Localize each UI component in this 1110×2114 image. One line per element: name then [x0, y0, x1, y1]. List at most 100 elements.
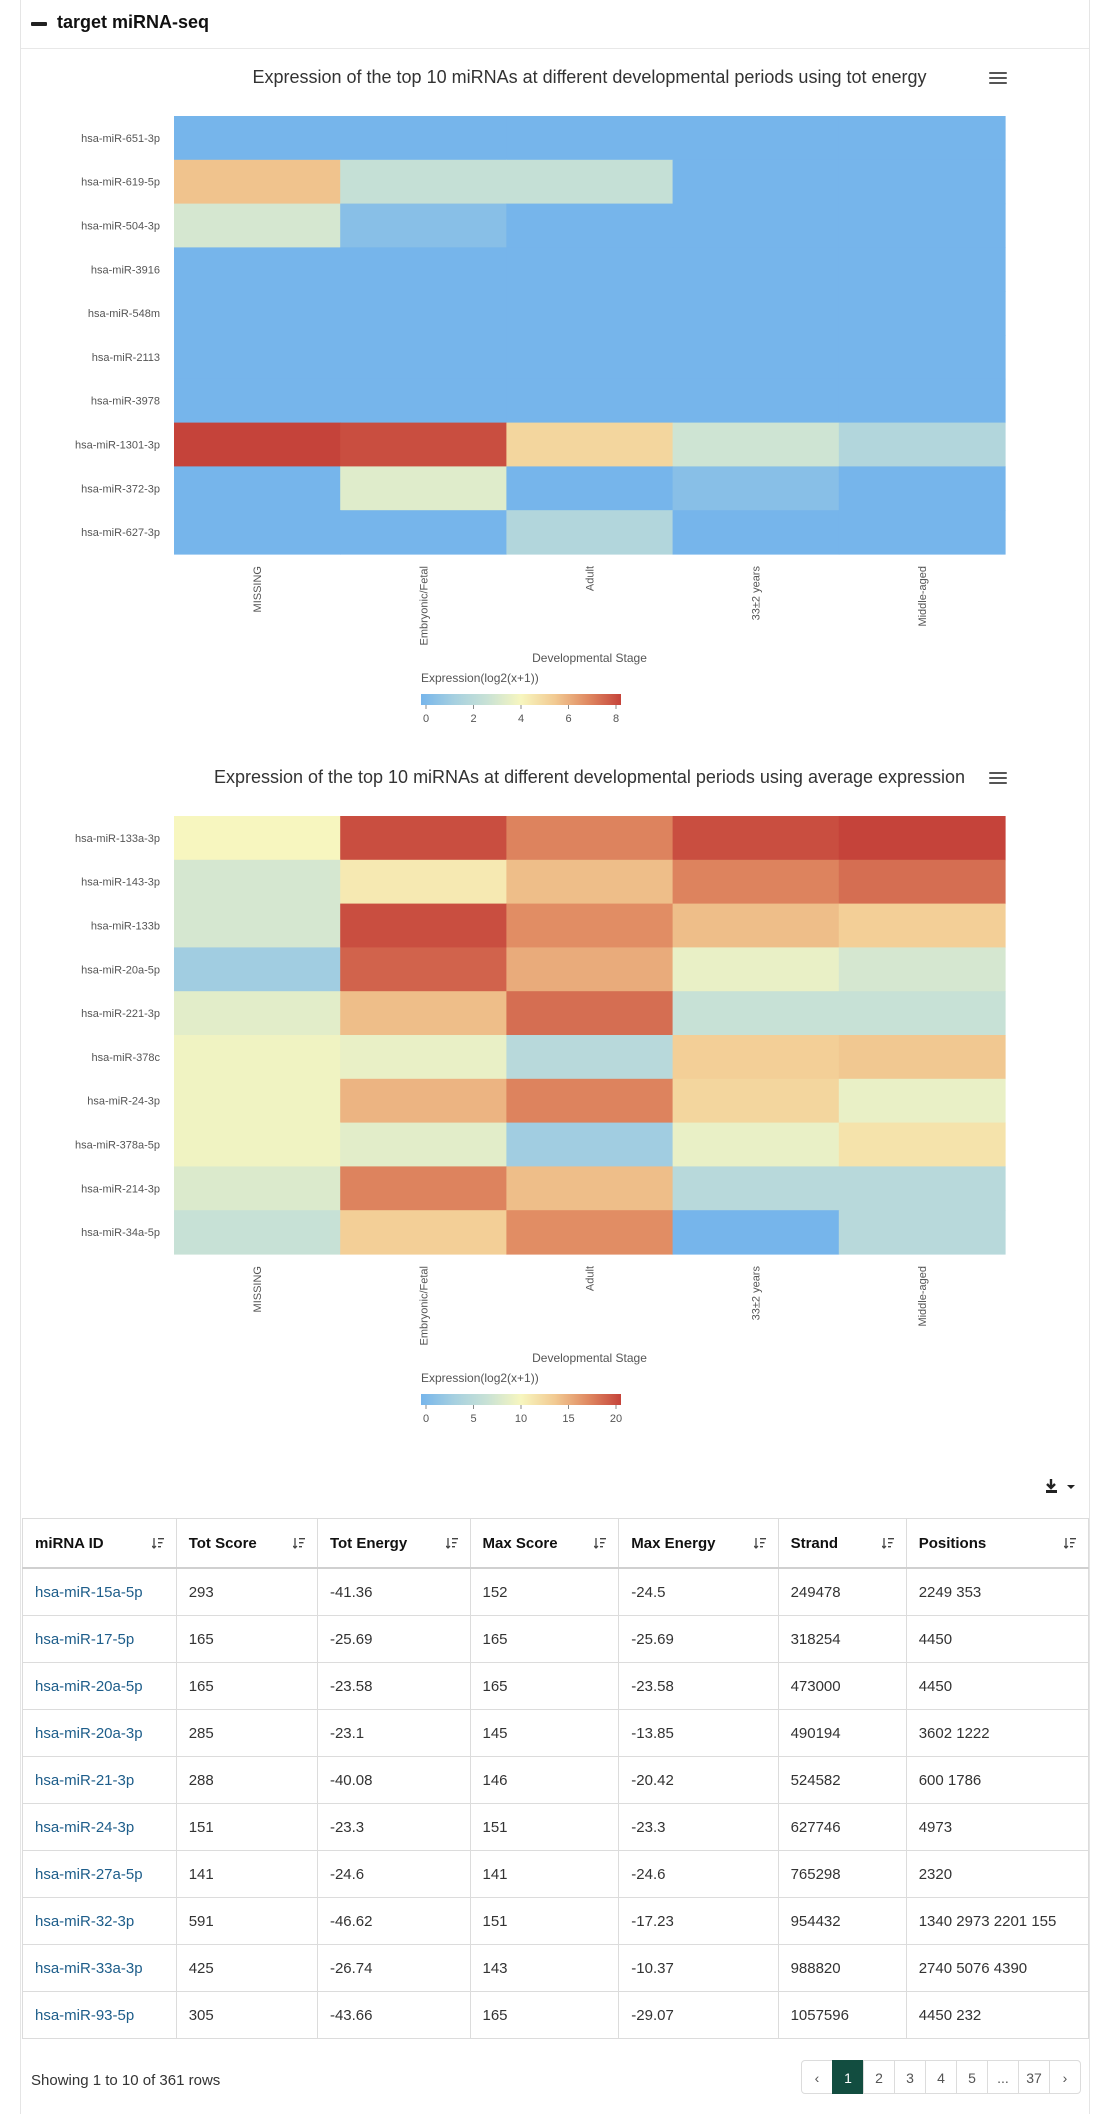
- next-page-button[interactable]: ›: [1049, 2060, 1081, 2094]
- table-row[interactable]: hsa-miR-20a-3p 285 -23.1 145 -13.85 490194 360…: [22, 1709, 1090, 1757]
- heatmap-cell[interactable]: [838, 1166, 1006, 1211]
- heatmap-cell[interactable]: [838, 859, 1006, 905]
- mirna-id-link[interactable]: hsa-miR-21-3p: [22, 1756, 177, 1804]
- heatmap-cell[interactable]: [838, 116, 1006, 161]
- heatmap-cell[interactable]: [838, 903, 1006, 948]
- table-row[interactable]: hsa-miR-27a-5p 141 -24.6 141 -24.6 765298 2320: [22, 1850, 1090, 1898]
- heatmap-cell[interactable]: [506, 247, 674, 292]
- sort-icon[interactable]: [594, 1537, 607, 1549]
- heatmap-cell[interactable]: [672, 1166, 840, 1211]
- collapse-minus-icon[interactable]: [31, 22, 47, 26]
- sort-icon[interactable]: [881, 1537, 894, 1549]
- table-row[interactable]: hsa-miR-20a-5p 165 -23.58 165 -23.58 473000 44…: [22, 1662, 1090, 1710]
- heatmap-cell[interactable]: [174, 422, 341, 467]
- page-button[interactable]: 37: [1018, 2060, 1050, 2094]
- mirna-id-link[interactable]: hsa-miR-33a-3p: [22, 1944, 177, 1992]
- heatmap-cell[interactable]: [506, 378, 674, 424]
- heatmap-cell[interactable]: [506, 335, 674, 380]
- heatmap-cell[interactable]: [340, 422, 507, 467]
- page-button[interactable]: 1: [832, 2060, 864, 2094]
- column-header[interactable]: Strand: [777, 1518, 907, 1569]
- page-button[interactable]: 5: [956, 2060, 988, 2094]
- heatmap-cell[interactable]: [340, 1166, 507, 1211]
- sort-icon[interactable]: [292, 1537, 305, 1549]
- heatmap-cell[interactable]: [340, 1078, 507, 1124]
- table-row[interactable]: hsa-miR-93-5p 305 -43.66 165 -29.07 1057596 44…: [22, 1991, 1090, 2039]
- heatmap-cell[interactable]: [838, 378, 1006, 424]
- heatmap-cell[interactable]: [340, 510, 507, 555]
- heatmap-cell[interactable]: [838, 1078, 1006, 1124]
- mirna-id-link[interactable]: hsa-miR-20a-3p: [22, 1709, 177, 1757]
- heatmap-cell[interactable]: [672, 335, 840, 380]
- heatmap-cell[interactable]: [506, 116, 674, 161]
- heatmap-cell[interactable]: [506, 1210, 674, 1255]
- heatmap-cell[interactable]: [838, 1035, 1006, 1080]
- heatmap-cell[interactable]: [340, 903, 507, 948]
- heatmap-cell[interactable]: [672, 1210, 840, 1255]
- legend-colorbar[interactable]: [421, 694, 621, 705]
- panel-header[interactable]: target miRNA-seq: [21, 0, 1089, 49]
- column-header[interactable]: Tot Energy: [316, 1518, 471, 1569]
- sort-icon[interactable]: [753, 1537, 766, 1549]
- heatmap-cell[interactable]: [174, 1122, 341, 1167]
- heatmap-cell[interactable]: [340, 1210, 507, 1255]
- heatmap-cell[interactable]: [838, 510, 1006, 555]
- heatmap-cell[interactable]: [174, 159, 341, 205]
- page-button[interactable]: 2: [863, 2060, 895, 2094]
- column-header[interactable]: miRNA ID: [22, 1518, 177, 1569]
- heatmap-cell[interactable]: [672, 510, 840, 555]
- mirna-id-link[interactable]: hsa-miR-15a-5p: [22, 1567, 177, 1616]
- heatmap-cell[interactable]: [340, 291, 507, 336]
- page-button[interactable]: 3: [894, 2060, 926, 2094]
- heatmap-cell[interactable]: [838, 335, 1006, 380]
- heatmap-cell[interactable]: [174, 116, 341, 161]
- heatmap-cell[interactable]: [838, 947, 1006, 992]
- table-row[interactable]: hsa-miR-17-5p 165 -25.69 165 -25.69 318254 445…: [22, 1615, 1090, 1663]
- page-button[interactable]: 4: [925, 2060, 957, 2094]
- heatmap-cell[interactable]: [672, 1078, 840, 1124]
- heatmap-cell[interactable]: [672, 1122, 840, 1167]
- heatmap-cell[interactable]: [340, 1122, 507, 1167]
- heatmap-cell[interactable]: [174, 903, 341, 948]
- mirna-id-link[interactable]: hsa-miR-32-3p: [22, 1897, 177, 1945]
- heatmap-cell[interactable]: [174, 947, 341, 992]
- heatmap-cell[interactable]: [506, 203, 674, 248]
- heatmap-cell[interactable]: [838, 466, 1006, 511]
- heatmap-cell[interactable]: [506, 1078, 674, 1124]
- heatmap-cell[interactable]: [174, 510, 341, 555]
- heatmap-cell[interactable]: [506, 466, 674, 511]
- heatmap-cell[interactable]: [174, 291, 341, 336]
- heatmap-cell[interactable]: [838, 1122, 1006, 1167]
- heatmap-cell[interactable]: [672, 116, 840, 161]
- heatmap-cell[interactable]: [838, 247, 1006, 292]
- heatmap-cell[interactable]: [838, 291, 1006, 336]
- mirna-id-link[interactable]: hsa-miR-93-5p: [22, 1991, 177, 2039]
- heatmap-cell[interactable]: [838, 203, 1006, 248]
- heatmap-cell[interactable]: [506, 1122, 674, 1167]
- heatmap-cell[interactable]: [672, 159, 840, 205]
- heatmap-cell[interactable]: [672, 947, 840, 992]
- heatmap-cell[interactable]: [672, 991, 840, 1036]
- heatmap-cell[interactable]: [838, 1210, 1006, 1255]
- heatmap-cell[interactable]: [340, 859, 507, 905]
- sort-icon[interactable]: [445, 1537, 458, 1549]
- heatmap-cell[interactable]: [672, 203, 840, 248]
- heatmap-cell[interactable]: [340, 947, 507, 992]
- heatmap-cell[interactable]: [672, 903, 840, 948]
- chart-menu-icon[interactable]: [989, 772, 1007, 786]
- heatmap-cell[interactable]: [174, 203, 341, 248]
- heatmap-cell[interactable]: [506, 422, 674, 467]
- sort-icon[interactable]: [1064, 1537, 1076, 1549]
- column-header[interactable]: Max Score: [469, 1518, 620, 1569]
- heatmap-cell[interactable]: [340, 816, 507, 861]
- heatmap-cell[interactable]: [506, 947, 674, 992]
- heatmap-cell[interactable]: [174, 335, 341, 380]
- chart-menu-icon[interactable]: [989, 72, 1007, 86]
- heatmap-cell[interactable]: [506, 1166, 674, 1211]
- heatmap-cell[interactable]: [174, 1166, 341, 1211]
- table-row[interactable]: hsa-miR-33a-3p 425 -26.74 143 -10.37 988820 27…: [22, 1944, 1090, 1992]
- table-row[interactable]: hsa-miR-21-3p 288 -40.08 146 -20.42 524582 600…: [22, 1756, 1090, 1804]
- export-download-button[interactable]: [1043, 1476, 1083, 1498]
- heatmap-cell[interactable]: [506, 159, 674, 205]
- mirna-id-link[interactable]: hsa-miR-27a-5p: [22, 1850, 177, 1898]
